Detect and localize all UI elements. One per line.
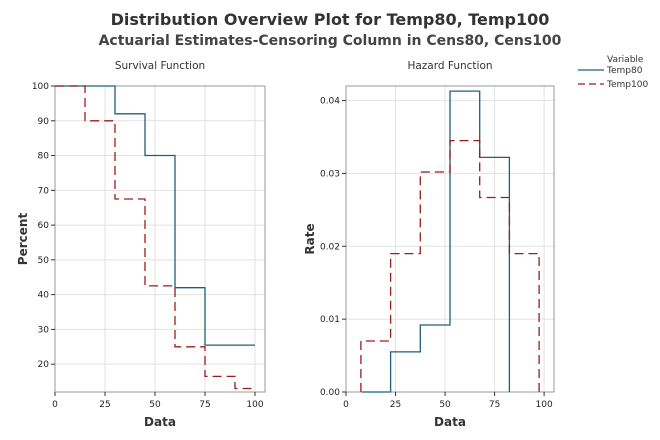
legend-title: Variable bbox=[607, 55, 644, 65]
survival-y-axis-label: Percent bbox=[16, 213, 30, 266]
survival-y-tick-label: 100 bbox=[32, 82, 49, 92]
survival-y-tick-label: 80 bbox=[38, 152, 50, 162]
hazard-series-temp80 bbox=[362, 91, 510, 392]
survival-y-tick-label: 50 bbox=[38, 256, 50, 266]
legend-entry-temp100: Temp100 bbox=[606, 80, 648, 90]
survival-x-axis-label: Data bbox=[144, 415, 176, 429]
survival-y-tick-label: 60 bbox=[38, 221, 50, 231]
hazard-panel-title: Hazard Function bbox=[407, 60, 492, 72]
survival-panel: Survival Function 0 25 50 75 100 20 30 40 50 60 70 8… bbox=[16, 60, 265, 429]
survival-y-tick-label: 70 bbox=[38, 186, 50, 196]
survival-panel-title: Survival Function bbox=[115, 60, 205, 72]
hazard-y-tick-label: 0.00 bbox=[320, 388, 340, 398]
hazard-x-axis-label: Data bbox=[434, 415, 466, 429]
survival-x-tick-label: 50 bbox=[149, 400, 161, 410]
hazard-x-tick-label: 0 bbox=[343, 400, 349, 410]
survival-y-tick-label: 20 bbox=[38, 360, 50, 370]
hazard-y-axis-label: Rate bbox=[303, 223, 317, 254]
hazard-y-tick-label: 0.03 bbox=[320, 169, 340, 179]
survival-y-tick-label: 40 bbox=[38, 291, 50, 301]
survival-x-tick-label: 100 bbox=[246, 400, 263, 410]
survival-x-tick-label: 0 bbox=[52, 400, 58, 410]
hazard-panel: Hazard Function 0 25 50 75 100 0.00 0.01 0.02 0.0… bbox=[303, 60, 554, 429]
survival-y-tick-label: 90 bbox=[38, 117, 50, 127]
hazard-x-tick-label: 100 bbox=[536, 400, 553, 410]
hazard-y-tick-label: 0.02 bbox=[320, 242, 340, 252]
survival-plot-area bbox=[55, 86, 265, 392]
survival-y-tick-label: 30 bbox=[38, 325, 50, 335]
hazard-x-tick-label: 25 bbox=[390, 400, 401, 410]
hazard-y-tick-label: 0.04 bbox=[320, 97, 340, 107]
hazard-x-tick-label: 50 bbox=[439, 400, 451, 410]
survival-x-tick-label: 75 bbox=[199, 400, 210, 410]
survival-x-tick-label: 25 bbox=[99, 400, 110, 410]
hazard-y-tick-label: 0.01 bbox=[320, 315, 340, 325]
legend-entry-temp80: Temp80 bbox=[606, 66, 643, 76]
hazard-x-tick-label: 75 bbox=[489, 400, 500, 410]
